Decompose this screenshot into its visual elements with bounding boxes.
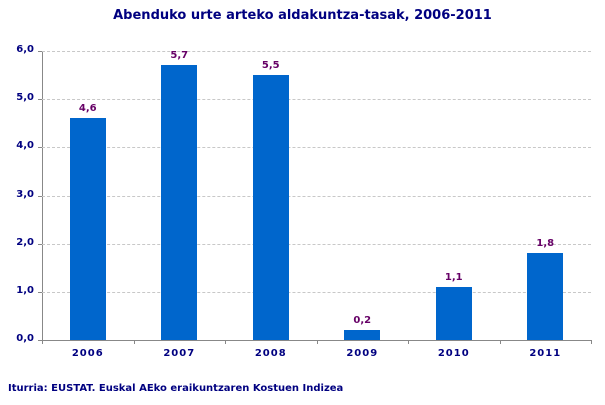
gridline (42, 243, 591, 245)
x-tick (591, 340, 592, 344)
x-tick (499, 340, 501, 344)
x-tick-label: 2008 (254, 348, 287, 359)
value-label: 0,2 (353, 315, 372, 327)
bar-2006 (69, 118, 106, 340)
y-tick-label: 1,0 (16, 284, 34, 296)
value-label: 1,1 (444, 272, 463, 284)
gridline (42, 195, 591, 197)
bar-2010 (435, 287, 472, 340)
y-tick (38, 340, 42, 341)
y-tick (38, 243, 42, 245)
plot-area (38, 51, 592, 344)
y-tick-label: 0,0 (16, 333, 34, 344)
y-tick-label: 2,0 (16, 236, 34, 248)
y-tick (38, 51, 42, 52)
x-tick (225, 340, 226, 344)
gridline (42, 291, 591, 293)
gridline (42, 99, 591, 101)
x-tick (316, 340, 318, 344)
x-tick-label: 2006 (71, 348, 104, 359)
y-tick (38, 99, 42, 101)
bar-2009 (344, 330, 381, 340)
x-tick-label: 2011 (529, 348, 562, 359)
bar-2011 (527, 253, 564, 340)
x-tick (408, 340, 409, 344)
y-tick-label: 6,0 (16, 44, 34, 55)
value-label: 5,7 (170, 50, 189, 62)
gridline (42, 147, 591, 149)
y-tick-label: 3,0 (16, 188, 34, 200)
value-label: 1,8 (536, 238, 555, 250)
y-tick-label: 4,0 (16, 140, 34, 152)
y-tick (38, 291, 42, 293)
x-tick (42, 340, 43, 344)
y-tick (38, 195, 42, 197)
value-label: 5,5 (261, 60, 280, 72)
x-tick-label: 2010 (437, 348, 470, 359)
x-tick-label: 2009 (346, 348, 379, 359)
chart-title: Abenduko urte arteko aldakuntza-tasak, 2… (113, 8, 492, 23)
bar-2008 (252, 75, 289, 340)
source-note: Iturria: EUSTAT. Euskal AEko eraikuntzar… (8, 383, 344, 394)
y-tick (38, 147, 42, 149)
x-tick-label: 2007 (163, 348, 196, 359)
y-tick-label: 5,0 (16, 92, 34, 104)
bar-2007 (161, 65, 198, 340)
gridline (42, 51, 591, 52)
value-label: 4,6 (78, 103, 97, 115)
x-tick (133, 340, 135, 344)
